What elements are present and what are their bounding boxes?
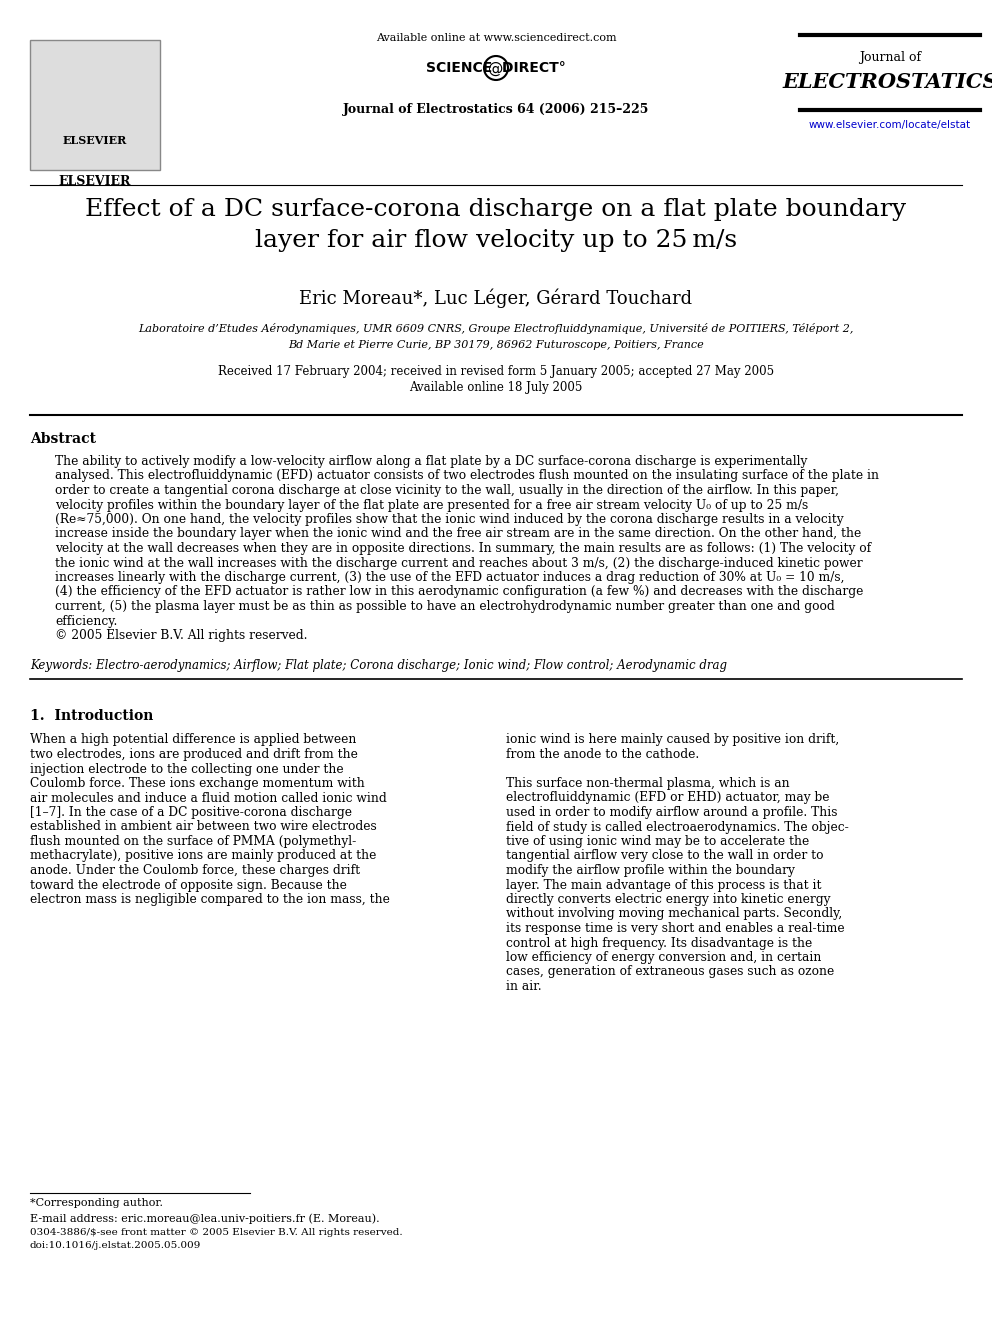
Text: the ionic wind at the wall increases with the discharge current and reaches abou: the ionic wind at the wall increases wit… (55, 557, 863, 569)
Text: This surface non-thermal plasma, which is an: This surface non-thermal plasma, which i… (506, 777, 790, 790)
Text: its response time is very short and enables a real-time: its response time is very short and enab… (506, 922, 844, 935)
Text: in air.: in air. (506, 980, 542, 994)
Text: *Corresponding author.: *Corresponding author. (30, 1199, 163, 1208)
Text: layer. The main advantage of this process is that it: layer. The main advantage of this proces… (506, 878, 821, 892)
Text: velocity at the wall decreases when they are in opposite directions. In summary,: velocity at the wall decreases when they… (55, 542, 871, 556)
Text: When a high potential difference is applied between: When a high potential difference is appl… (30, 733, 356, 746)
Text: Journal of: Journal of (859, 52, 921, 65)
Text: ELECTROSTATICS: ELECTROSTATICS (782, 71, 992, 93)
Text: methacrylate), positive ions are mainly produced at the: methacrylate), positive ions are mainly … (30, 849, 376, 863)
Text: 1.  Introduction: 1. Introduction (30, 709, 154, 722)
Text: Laboratoire d’Etudes Aérodynamiques, UMR 6609 CNRS, Groupe Electrofluiddynamique: Laboratoire d’Etudes Aérodynamiques, UMR… (138, 323, 854, 333)
Text: used in order to modify airflow around a profile. This: used in order to modify airflow around a… (506, 806, 837, 819)
Text: tive of using ionic wind may be to accelerate the: tive of using ionic wind may be to accel… (506, 835, 809, 848)
Text: Keywords: Electro-aerodynamics; Airflow; Flat plate; Corona discharge; Ionic win: Keywords: Electro-aerodynamics; Airflow;… (30, 659, 727, 672)
Text: Received 17 February 2004; received in revised form 5 January 2005; accepted 27 : Received 17 February 2004; received in r… (218, 365, 774, 378)
Text: tangential airflow very close to the wall in order to: tangential airflow very close to the wal… (506, 849, 823, 863)
Text: (Re≈75,000). On one hand, the velocity profiles show that the ionic wind induced: (Re≈75,000). On one hand, the velocity p… (55, 513, 843, 527)
Text: flush mounted on the surface of PMMA (polymethyl-: flush mounted on the surface of PMMA (po… (30, 835, 356, 848)
Text: Abstract: Abstract (30, 433, 96, 446)
Text: order to create a tangential corona discharge at close vicinity to the wall, usu: order to create a tangential corona disc… (55, 484, 839, 497)
Text: control at high frequency. Its disadvantage is the: control at high frequency. Its disadvant… (506, 937, 812, 950)
Text: ELSEVIER: ELSEVIER (59, 175, 131, 188)
Text: E-mail address: eric.moreau@lea.univ-poitiers.fr (E. Moreau).: E-mail address: eric.moreau@lea.univ-poi… (30, 1213, 380, 1224)
Text: increase inside the boundary layer when the ionic wind and the free air stream a: increase inside the boundary layer when … (55, 528, 861, 541)
Text: cases, generation of extraneous gases such as ozone: cases, generation of extraneous gases su… (506, 966, 834, 979)
Text: Available online 18 July 2005: Available online 18 July 2005 (410, 381, 582, 394)
Text: The ability to actively modify a low-velocity airflow along a flat plate by a DC: The ability to actively modify a low-vel… (55, 455, 807, 468)
Text: © 2005 Elsevier B.V. All rights reserved.: © 2005 Elsevier B.V. All rights reserved… (55, 628, 308, 642)
Text: efficiency.: efficiency. (55, 614, 117, 627)
Text: Effect of a DC surface-corona discharge on a flat plate boundary
layer for air f: Effect of a DC surface-corona discharge … (85, 198, 907, 251)
Text: analysed. This electrofluiddynamic (EFD) actuator consists of two electrodes flu: analysed. This electrofluiddynamic (EFD)… (55, 470, 879, 483)
Text: electron mass is negligible compared to the ion mass, the: electron mass is negligible compared to … (30, 893, 390, 906)
Text: velocity profiles within the boundary layer of the flat plate are presented for : velocity profiles within the boundary la… (55, 499, 808, 512)
Text: SCIENCE  DIRECT°: SCIENCE DIRECT° (427, 61, 565, 75)
Text: current, (5) the plasma layer must be as thin as possible to have an electrohydr: current, (5) the plasma layer must be as… (55, 601, 834, 613)
Text: established in ambient air between two wire electrodes: established in ambient air between two w… (30, 820, 377, 833)
Text: Journal of Electrostatics 64 (2006) 215–225: Journal of Electrostatics 64 (2006) 215–… (343, 103, 649, 116)
Text: @: @ (488, 61, 504, 75)
Text: 0304-3886/$-see front matter © 2005 Elsevier B.V. All rights reserved.: 0304-3886/$-see front matter © 2005 Else… (30, 1228, 403, 1237)
Text: field of study is called electroaerodynamics. The objec-: field of study is called electroaerodyna… (506, 820, 849, 833)
Text: anode. Under the Coulomb force, these charges drift: anode. Under the Coulomb force, these ch… (30, 864, 360, 877)
Text: increases linearly with the discharge current, (3) the use of the EFD actuator i: increases linearly with the discharge cu… (55, 572, 844, 583)
Text: Eric Moreau*, Luc Léger, Gérard Touchard: Eric Moreau*, Luc Léger, Gérard Touchard (300, 288, 692, 308)
Text: [1–7]. In the case of a DC positive-corona discharge: [1–7]. In the case of a DC positive-coro… (30, 806, 352, 819)
Text: ionic wind is here mainly caused by positive ion drift,: ionic wind is here mainly caused by posi… (506, 733, 839, 746)
Text: Coulomb force. These ions exchange momentum with: Coulomb force. These ions exchange momen… (30, 777, 365, 790)
Text: injection electrode to the collecting one under the: injection electrode to the collecting on… (30, 762, 343, 775)
Text: directly converts electric energy into kinetic energy: directly converts electric energy into k… (506, 893, 830, 906)
Text: ELSEVIER: ELSEVIER (62, 135, 127, 146)
Text: toward the electrode of opposite sign. Because the: toward the electrode of opposite sign. B… (30, 878, 347, 892)
Text: doi:10.1016/j.elstat.2005.05.009: doi:10.1016/j.elstat.2005.05.009 (30, 1241, 201, 1250)
Text: two electrodes, ions are produced and drift from the: two electrodes, ions are produced and dr… (30, 747, 358, 761)
FancyBboxPatch shape (30, 40, 160, 169)
Text: air molecules and induce a fluid motion called ionic wind: air molecules and induce a fluid motion … (30, 791, 387, 804)
Text: electrofluiddynamic (EFD or EHD) actuator, may be: electrofluiddynamic (EFD or EHD) actuato… (506, 791, 829, 804)
Text: low efficiency of energy conversion and, in certain: low efficiency of energy conversion and,… (506, 951, 821, 964)
Text: www.elsevier.com/locate/elstat: www.elsevier.com/locate/elstat (808, 120, 971, 130)
Text: modify the airflow profile within the boundary: modify the airflow profile within the bo… (506, 864, 795, 877)
Text: from the anode to the cathode.: from the anode to the cathode. (506, 747, 699, 761)
Text: without involving moving mechanical parts. Secondly,: without involving moving mechanical part… (506, 908, 842, 921)
Text: Bd Marie et Pierre Curie, BP 30179, 86962 Futuroscope, Poitiers, France: Bd Marie et Pierre Curie, BP 30179, 8696… (288, 340, 704, 351)
Text: (4) the efficiency of the EFD actuator is rather low in this aerodynamic configu: (4) the efficiency of the EFD actuator i… (55, 586, 863, 598)
Text: Available online at www.sciencedirect.com: Available online at www.sciencedirect.co… (376, 33, 616, 44)
